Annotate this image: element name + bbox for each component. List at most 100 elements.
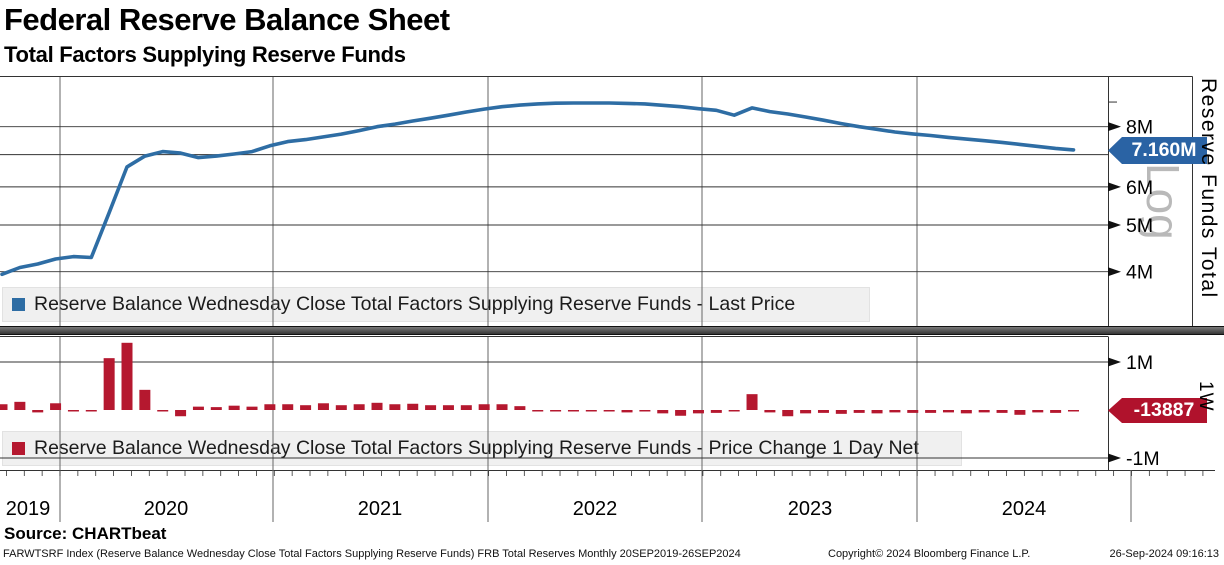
bar (639, 410, 651, 412)
bar (657, 410, 669, 414)
bar (496, 404, 508, 410)
y-tick-label: -1M (1126, 448, 1160, 470)
bar (67, 410, 79, 412)
bar (0, 404, 8, 410)
bar (1050, 410, 1062, 413)
bar (567, 410, 579, 412)
bar-series-swatch-icon (12, 442, 25, 455)
y-tick-label: 6M (1126, 177, 1153, 199)
bar (192, 406, 204, 410)
bar (389, 404, 401, 410)
bar (210, 407, 222, 410)
bar (103, 358, 115, 410)
bar (907, 410, 919, 413)
bar (675, 410, 687, 416)
tick-arrow-icon (1108, 357, 1121, 367)
tick-arrow-icon (1108, 267, 1121, 277)
bar (817, 410, 829, 413)
bar (996, 410, 1008, 413)
last-price-flag: 7.160M (1108, 137, 1207, 164)
bar (800, 410, 812, 414)
year-label: 2023 (787, 498, 833, 520)
bar (264, 404, 276, 410)
bar (603, 410, 615, 412)
bar (1014, 410, 1026, 415)
bar (585, 410, 597, 412)
bar (121, 342, 133, 410)
last-change-flag: -13887 (1108, 398, 1207, 423)
bar (317, 403, 329, 410)
page-title: Federal Reserve Balance Sheet (4, 2, 450, 37)
bar (442, 405, 454, 410)
y-tick-label: 8M (1126, 117, 1153, 139)
year-label: 2022 (572, 498, 618, 520)
bar (353, 404, 365, 410)
bar (550, 410, 562, 412)
bar (960, 410, 972, 414)
bar (460, 405, 472, 410)
bar (14, 401, 26, 410)
bar (710, 410, 722, 413)
bar (1067, 410, 1079, 412)
bar (764, 410, 776, 413)
source-line: Source: CHARTbeat (4, 524, 167, 543)
bar (478, 404, 490, 410)
bar (514, 406, 526, 410)
legend-last-price-label: Reserve Balance Wednesday Close Total Fa… (34, 293, 796, 315)
bar (246, 406, 258, 410)
tick-arrow-icon (1108, 122, 1121, 132)
legend-price-change-label: Reserve Balance Wednesday Close Total Fa… (34, 437, 919, 459)
price-line-series (0, 101, 1076, 277)
bar (1032, 410, 1044, 413)
bar (50, 403, 62, 410)
bar (139, 389, 151, 410)
bar (871, 410, 883, 414)
log-scale-watermark: Log (1137, 163, 1189, 240)
right-axis-title: Reserve Funds Total (1197, 78, 1220, 299)
tick-arrow-icon (1108, 220, 1121, 230)
bar (425, 405, 437, 410)
footer-copyright: Copyright© 2024 Bloomberg Finance L.P. (828, 548, 1031, 560)
year-label: 2024 (1001, 498, 1047, 520)
page-subtitle: Total Factors Supplying Reserve Funds (4, 42, 406, 67)
bar (335, 405, 347, 410)
bar (746, 394, 758, 410)
bar (621, 410, 633, 413)
y-tick-label: 1M (1126, 352, 1153, 374)
bar (728, 410, 740, 412)
bar (889, 410, 901, 413)
legend-last-price[interactable]: Reserve Balance Wednesday Close Total Fa… (2, 287, 870, 322)
bar (692, 410, 704, 414)
bar (782, 410, 794, 417)
bar (282, 404, 294, 410)
year-label: 2021 (357, 498, 403, 520)
bar (175, 410, 187, 417)
bar (942, 410, 954, 413)
legend-price-change[interactable]: Reserve Balance Wednesday Close Total Fa… (2, 431, 962, 466)
bar (32, 410, 44, 413)
period-label: 1W (1195, 381, 1216, 412)
y-tick-label: 5M (1126, 215, 1153, 237)
panel-separator-bar[interactable] (0, 326, 1224, 335)
tick-arrow-icon (1108, 182, 1121, 192)
bar (371, 402, 383, 410)
bar (925, 410, 937, 413)
bar (835, 410, 847, 414)
bar (85, 410, 97, 412)
year-label: 2020 (143, 498, 189, 520)
bar (978, 410, 990, 413)
bar (300, 405, 312, 410)
footer-ticker-info: FARWTSRF Index (Reserve Balance Wednesda… (3, 548, 741, 560)
y-tick-label: 4M (1126, 262, 1153, 284)
bar (228, 405, 240, 410)
year-label: 2019 (5, 498, 51, 520)
bar (407, 403, 419, 410)
tick-arrow-icon (1108, 453, 1121, 463)
bar (853, 410, 865, 413)
bar (532, 410, 544, 412)
line-series-swatch-icon (12, 298, 25, 311)
footer-timestamp: 26-Sep-2024 09:16:13 (1109, 548, 1219, 560)
bar (157, 410, 169, 412)
